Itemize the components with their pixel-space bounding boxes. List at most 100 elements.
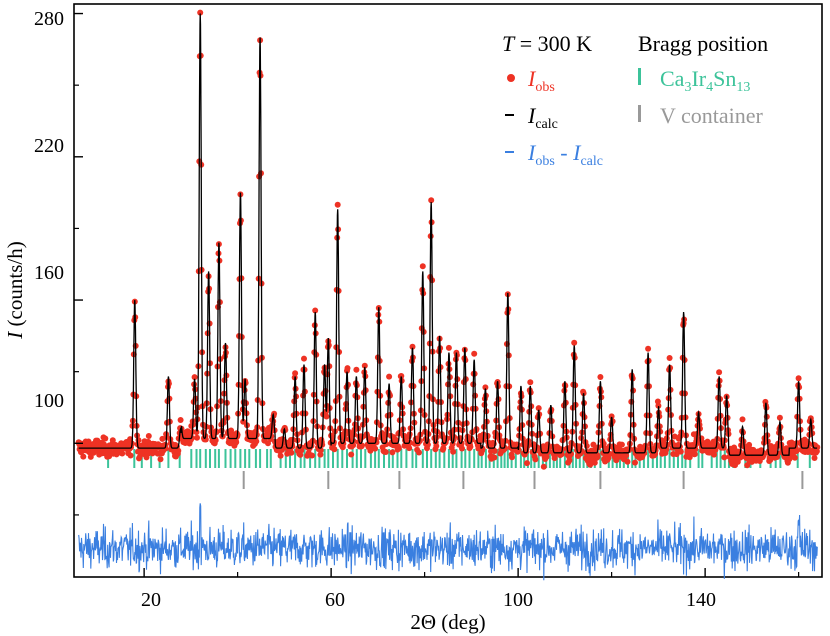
- legend-phase1-label: Ca3Ir4Sn13: [660, 66, 750, 95]
- obs-point: [373, 439, 380, 446]
- phase1-part-3: 4: [706, 80, 713, 95]
- legend-diff-symbol-2: I: [572, 140, 582, 165]
- obs-point: [317, 451, 324, 458]
- obs-point: [409, 343, 416, 350]
- obs-point: [406, 445, 413, 452]
- obs-point: [389, 449, 396, 456]
- obs-point: [471, 350, 478, 357]
- obs-point: [233, 439, 240, 446]
- legend-diff-subscript-2: calc: [580, 154, 603, 169]
- legend-diff-label: Iobs - Icalc: [527, 140, 603, 169]
- obs-point: [618, 441, 625, 448]
- obs-point: [317, 447, 324, 454]
- obs-point: [811, 455, 818, 461]
- legend-obs-marker: [507, 74, 515, 82]
- obs-point: [359, 442, 365, 449]
- obs-point: [566, 457, 573, 464]
- obs-point: [624, 458, 631, 465]
- obs-point: [127, 452, 134, 459]
- obs-point: [691, 451, 698, 458]
- xtick-label-140: 140: [686, 589, 716, 611]
- obs-point: [309, 452, 315, 459]
- phase1-part-5: 13: [736, 80, 750, 95]
- calculated-curve-layer: [78, 13, 818, 456]
- obs-point: [608, 413, 615, 420]
- ytick-label-100: 100: [34, 390, 64, 412]
- obs-point: [440, 445, 447, 452]
- obs-point: [445, 344, 452, 351]
- y-axis-label-units: (counts/h): [3, 241, 27, 331]
- obs-point: [583, 443, 590, 449]
- obs-point: [382, 449, 389, 455]
- phase1-part-2: Ir: [691, 66, 706, 91]
- obs-point: [663, 435, 670, 442]
- obs-point: [298, 444, 305, 451]
- legend-phase2-label: V container: [660, 103, 764, 128]
- obs-point: [632, 459, 638, 466]
- obs-point: [301, 355, 307, 362]
- obs-point: [292, 370, 299, 377]
- obs-point: [814, 444, 821, 451]
- obs-point: [348, 451, 355, 458]
- obs-point: [193, 429, 200, 436]
- obs-point: [162, 445, 169, 452]
- obs-point: [655, 402, 662, 409]
- obs-point: [145, 433, 152, 439]
- obs-point: [175, 447, 182, 454]
- obs-point: [677, 448, 684, 455]
- axes-ticks-layer: [74, 12, 800, 577]
- legend-calc-label: Icalc: [527, 103, 558, 132]
- obs-point: [666, 355, 673, 361]
- obs-point: [407, 439, 414, 446]
- legend-obs-subscript: obs: [535, 80, 554, 95]
- obs-point: [459, 445, 465, 452]
- obs-point: [482, 384, 489, 391]
- legend-phase2-marker: [638, 105, 641, 122]
- xtick-label-20: 20: [141, 589, 161, 611]
- y-axis-label-symbol: I: [3, 331, 27, 340]
- obs-point: [502, 445, 508, 452]
- obs-point: [372, 445, 379, 452]
- obs-point: [711, 451, 717, 458]
- obs-point: [395, 445, 402, 452]
- obs-point: [597, 374, 604, 380]
- obs-point: [398, 373, 405, 379]
- y-axis-label: I (counts/h): [3, 241, 27, 339]
- phase1-part-0: Ca: [660, 66, 685, 91]
- obs-point: [524, 460, 530, 467]
- obs-point: [194, 434, 200, 441]
- obs-point: [416, 449, 422, 456]
- obs-point: [491, 448, 498, 454]
- obs-point: [527, 379, 534, 386]
- obs-point: [532, 456, 539, 463]
- obs-point: [467, 443, 474, 450]
- obs-point: [135, 437, 142, 444]
- obs-point: [776, 414, 783, 421]
- obs-point: [716, 369, 723, 376]
- obs-point: [177, 417, 184, 423]
- ytick-label-160: 160: [34, 262, 64, 284]
- legend-diff-symbol-1: I: [527, 140, 537, 165]
- obs-point: [739, 416, 746, 423]
- legend-obs-symbol: I: [527, 66, 537, 91]
- obs-point: [344, 365, 351, 372]
- obs-point: [393, 437, 400, 443]
- temperature-symbol: T: [502, 31, 516, 56]
- legend-calc-symbol: I: [527, 103, 537, 128]
- legend-calc-subscript: calc: [535, 117, 558, 132]
- obs-point: [191, 374, 198, 381]
- obs-point: [645, 345, 652, 352]
- xtick-label-60: 60: [325, 589, 345, 611]
- difference-curve-layer: [78, 503, 818, 581]
- obs-point: [157, 456, 164, 463]
- legend-diff-joiner: -: [555, 140, 573, 165]
- ytick-label-280: 280: [34, 8, 64, 30]
- bragg-ticks-v-container: [242, 471, 804, 489]
- obs-point: [367, 447, 374, 454]
- legend-obs-label: Iobs: [527, 66, 555, 95]
- obs-point: [491, 454, 498, 461]
- plot-frame: [73, 3, 823, 578]
- obs-point: [535, 405, 542, 412]
- obs-point: [119, 450, 126, 457]
